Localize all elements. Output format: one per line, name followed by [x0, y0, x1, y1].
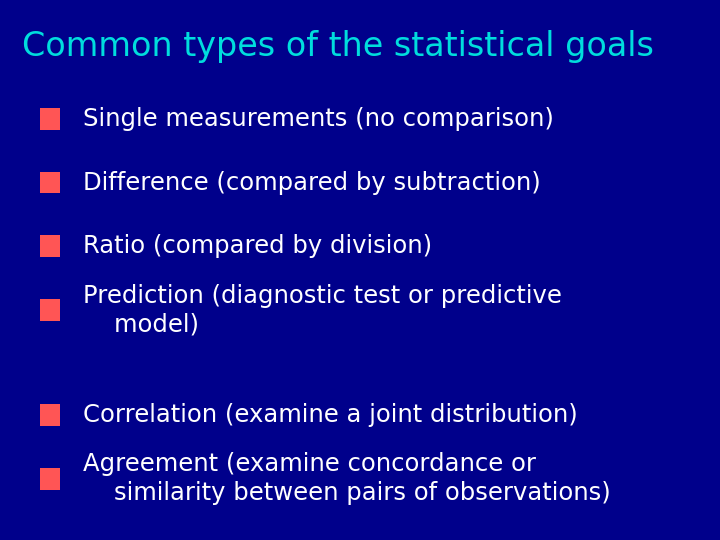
Text: Correlation (examine a joint distribution): Correlation (examine a joint distributio…: [83, 403, 577, 427]
FancyBboxPatch shape: [40, 404, 60, 426]
Text: Difference (compared by subtraction): Difference (compared by subtraction): [83, 171, 541, 194]
Text: Ratio (compared by division): Ratio (compared by division): [83, 234, 432, 258]
FancyBboxPatch shape: [40, 299, 60, 321]
Text: Agreement (examine concordance or
    similarity between pairs of observations): Agreement (examine concordance or simila…: [83, 453, 611, 505]
FancyBboxPatch shape: [40, 468, 60, 490]
FancyBboxPatch shape: [40, 172, 60, 193]
FancyBboxPatch shape: [40, 235, 60, 257]
FancyBboxPatch shape: [40, 108, 60, 130]
Text: Prediction (diagnostic test or predictive
    model): Prediction (diagnostic test or predictiv…: [83, 284, 562, 336]
Text: Common types of the statistical goals: Common types of the statistical goals: [22, 30, 654, 63]
Text: Single measurements (no comparison): Single measurements (no comparison): [83, 107, 554, 131]
